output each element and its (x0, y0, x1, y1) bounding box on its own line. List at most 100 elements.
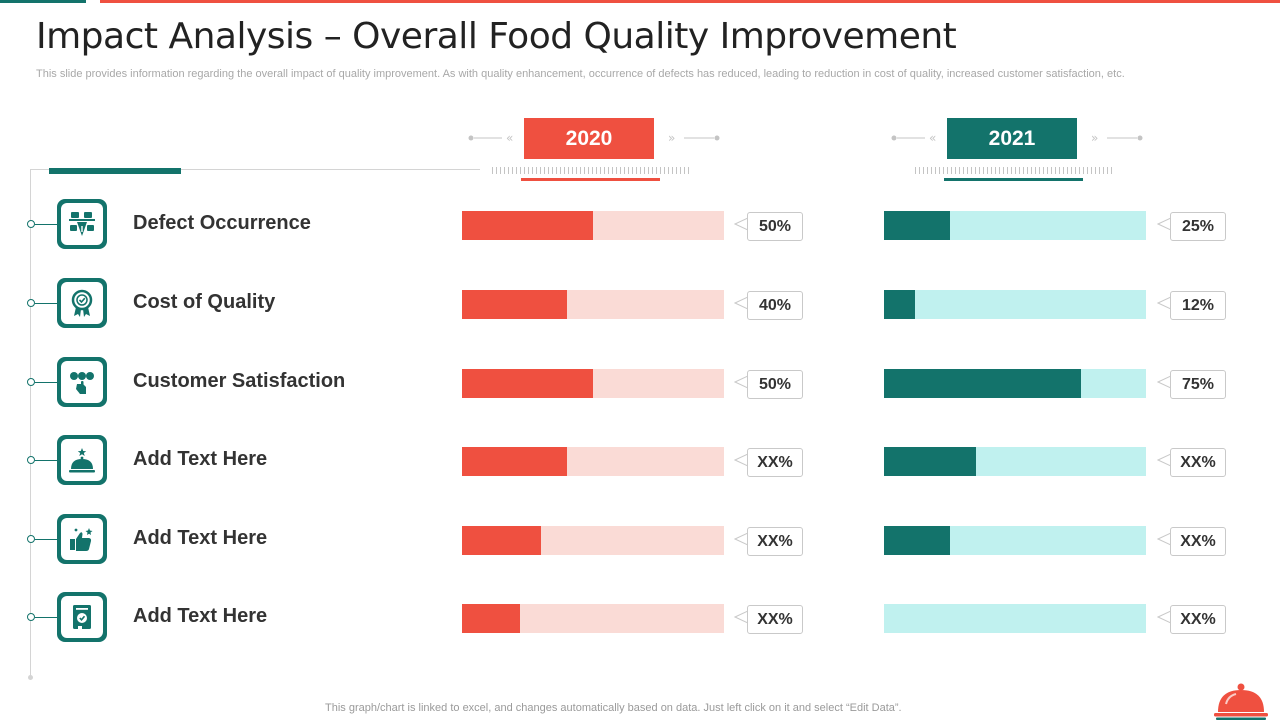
bar-track-2020 (462, 290, 724, 319)
chart-row: Add Text Here XX% XX% (0, 591, 1280, 643)
callout-pointer-icon (1157, 453, 1171, 467)
row-label: Customer Satisfaction (133, 370, 346, 392)
bar-2020 (462, 369, 593, 398)
bar-track-2021 (884, 604, 1146, 633)
svg-text:«: « (506, 131, 513, 145)
frame-top-line (30, 169, 480, 170)
timeline-connector (35, 303, 57, 304)
footer-note: This graph/chart is linked to excel, and… (325, 702, 902, 714)
chart-row: Cost of Quality 40% 12% (0, 277, 1280, 329)
row-icon-box (57, 514, 107, 564)
timeline-connector (35, 382, 57, 383)
data-label-2020: 50% (747, 370, 803, 399)
timeline-dot (27, 299, 35, 307)
data-label-2021: 12% (1170, 291, 1226, 320)
cloche-logo-icon (1214, 683, 1268, 720)
cloche-star-icon (61, 439, 103, 481)
callout-pointer-icon (1157, 532, 1171, 546)
bar-track-2020 (462, 526, 724, 555)
bar-2020 (462, 526, 541, 555)
timeline-dot (27, 613, 35, 621)
callout-pointer-icon (734, 610, 748, 624)
bar-2021 (884, 211, 950, 240)
year-label-2020: 2020 (524, 118, 654, 159)
bar-2021 (884, 447, 976, 476)
timeline-dot (27, 220, 35, 228)
year-underline-2021 (944, 178, 1083, 181)
row-label: Add Text Here (133, 448, 268, 470)
bar-track-2021 (884, 211, 1146, 240)
data-label-2021: XX% (1170, 448, 1226, 477)
callout-pointer-icon (1157, 217, 1171, 231)
chart-row: Customer Satisfaction 50% 75% (0, 356, 1280, 408)
bar-track-2021 (884, 526, 1146, 555)
data-label-2020: XX% (747, 527, 803, 556)
year-header-2021: « 2021 » (889, 118, 1145, 184)
row-label: Defect Occurrence (133, 212, 311, 234)
callout-pointer-icon (734, 217, 748, 231)
data-label-2020: XX% (747, 448, 803, 477)
svg-text:»: » (668, 131, 675, 145)
data-label-2020: 40% (747, 291, 803, 320)
bar-2021 (884, 290, 915, 319)
top-accent-teal (0, 0, 86, 3)
traffic-icon (61, 203, 103, 245)
bar-track-2020 (462, 211, 724, 240)
bar-2021 (884, 526, 950, 555)
timeline-dot (27, 378, 35, 386)
bar-track-2020 (462, 447, 724, 476)
row-label: Cost of Quality (133, 291, 276, 313)
right-ornament-icon: » (668, 131, 720, 145)
data-label-2020: XX% (747, 605, 803, 634)
year-underline-2020 (521, 178, 660, 181)
callout-pointer-icon (734, 532, 748, 546)
timeline-dot (27, 535, 35, 543)
bar-2020 (462, 447, 567, 476)
chart-row: Add Text Here XX% XX% (0, 513, 1280, 565)
data-label-2021: 25% (1170, 212, 1226, 241)
page-title: Impact Analysis – Overall Food Quality I… (36, 16, 957, 57)
row-icon-box (57, 592, 107, 642)
callout-pointer-icon (734, 296, 748, 310)
row-icon-box (57, 357, 107, 407)
quality-badge-icon (61, 282, 103, 324)
bar-track-2021 (884, 447, 1146, 476)
timeline-connector (35, 617, 57, 618)
timeline-dot (27, 456, 35, 464)
chart-row: Defect Occurrence 50% 25% (0, 198, 1280, 250)
svg-text:»: » (1091, 131, 1098, 145)
bar-2020 (462, 290, 567, 319)
bar-track-2020 (462, 369, 724, 398)
data-label-2021: XX% (1170, 605, 1226, 634)
timeline-connector (35, 539, 57, 540)
callout-pointer-icon (1157, 375, 1171, 389)
bar-2021 (884, 369, 1081, 398)
page-subtitle: This slide provides information regardin… (36, 68, 1125, 80)
callout-pointer-icon (734, 453, 748, 467)
timeline-line (30, 170, 31, 678)
timeline-connector (35, 224, 57, 225)
left-ornament-icon: « (891, 131, 936, 145)
top-accent-red (100, 0, 1280, 3)
row-label: Add Text Here (133, 527, 268, 549)
right-ornament-icon: » (1091, 131, 1143, 145)
callout-pointer-icon (734, 375, 748, 389)
row-icon-box (57, 199, 107, 249)
callout-pointer-icon (1157, 296, 1171, 310)
data-label-2021: XX% (1170, 527, 1226, 556)
frame-accent-bar (49, 168, 181, 174)
chart-row: Add Text Here XX% XX% (0, 434, 1280, 486)
data-label-2021: 75% (1170, 370, 1226, 399)
row-icon-box (57, 435, 107, 485)
thumbs-up-icon (61, 518, 103, 560)
row-icon-box (57, 278, 107, 328)
year-label-2021: 2021 (947, 118, 1077, 159)
year-header-2020: « 2020 » (466, 118, 722, 184)
bar-2020 (462, 211, 593, 240)
callout-pointer-icon (1157, 610, 1171, 624)
bar-track-2021 (884, 290, 1146, 319)
row-label: Add Text Here (133, 605, 268, 627)
left-ornament-icon: « (468, 131, 513, 145)
rating-hand-icon (61, 361, 103, 403)
year-ticks (492, 167, 690, 174)
